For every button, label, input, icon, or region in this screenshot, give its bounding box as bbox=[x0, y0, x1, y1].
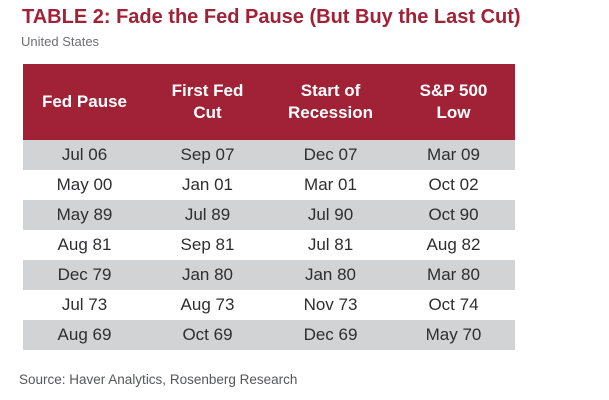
table-cell: Jul 73 bbox=[23, 290, 146, 320]
source-note: Source: Haver Analytics, Rosenberg Resea… bbox=[19, 372, 298, 387]
table-row: May 00 Jan 01 Mar 01 Oct 02 bbox=[23, 170, 515, 200]
table-row: Dec 79 Jan 80 Jan 80 Mar 80 bbox=[23, 260, 515, 290]
table-cell: Jul 89 bbox=[146, 200, 269, 230]
figure-subtitle: United States bbox=[21, 34, 100, 49]
table-cell: Jul 06 bbox=[23, 140, 146, 170]
table-cell: Aug 69 bbox=[23, 320, 146, 350]
table-cell: May 00 bbox=[23, 170, 146, 200]
table-row: Aug 81 Sep 81 Jul 81 Aug 82 bbox=[23, 230, 515, 260]
table-cell: Aug 73 bbox=[146, 290, 269, 320]
table-cell: Jan 80 bbox=[146, 260, 269, 290]
column-header-fed-pause: Fed Pause bbox=[23, 64, 146, 140]
table-cell: Jul 90 bbox=[269, 200, 392, 230]
fed-pause-table: Fed Pause First Fed Cut Start of Recessi… bbox=[23, 64, 515, 350]
table-cell: Oct 69 bbox=[146, 320, 269, 350]
table-row: May 89 Jul 89 Jul 90 Oct 90 bbox=[23, 200, 515, 230]
table-cell: May 89 bbox=[23, 200, 146, 230]
table-cell: Nov 73 bbox=[269, 290, 392, 320]
table-cell: Jan 80 bbox=[269, 260, 392, 290]
table-cell: Mar 80 bbox=[392, 260, 515, 290]
column-header-sp500-low: S&P 500 Low bbox=[392, 64, 515, 140]
table-cell: Sep 07 bbox=[146, 140, 269, 170]
table-row: Jul 06 Sep 07 Dec 07 Mar 09 bbox=[23, 140, 515, 170]
table-cell: Aug 82 bbox=[392, 230, 515, 260]
column-header-start-of-recession: Start of Recession bbox=[269, 64, 392, 140]
table-row: Jul 73 Aug 73 Nov 73 Oct 74 bbox=[23, 290, 515, 320]
table-cell: Dec 07 bbox=[269, 140, 392, 170]
figure-title: TABLE 2: Fade the Fed Pause (But Buy the… bbox=[22, 6, 521, 28]
table-cell: May 70 bbox=[392, 320, 515, 350]
table-cell: Oct 02 bbox=[392, 170, 515, 200]
column-header-first-fed-cut: First Fed Cut bbox=[146, 64, 269, 140]
table-row: Aug 69 Oct 69 Dec 69 May 70 bbox=[23, 320, 515, 350]
table-cell: Jan 01 bbox=[146, 170, 269, 200]
table-cell: Sep 81 bbox=[146, 230, 269, 260]
table-cell: Dec 79 bbox=[23, 260, 146, 290]
table-cell: Mar 01 bbox=[269, 170, 392, 200]
table-cell: Mar 09 bbox=[392, 140, 515, 170]
table-cell: Oct 90 bbox=[392, 200, 515, 230]
table-cell: Dec 69 bbox=[269, 320, 392, 350]
table-cell: Aug 81 bbox=[23, 230, 146, 260]
table-header-row: Fed Pause First Fed Cut Start of Recessi… bbox=[23, 64, 515, 140]
table-cell: Jul 81 bbox=[269, 230, 392, 260]
table-cell: Oct 74 bbox=[392, 290, 515, 320]
